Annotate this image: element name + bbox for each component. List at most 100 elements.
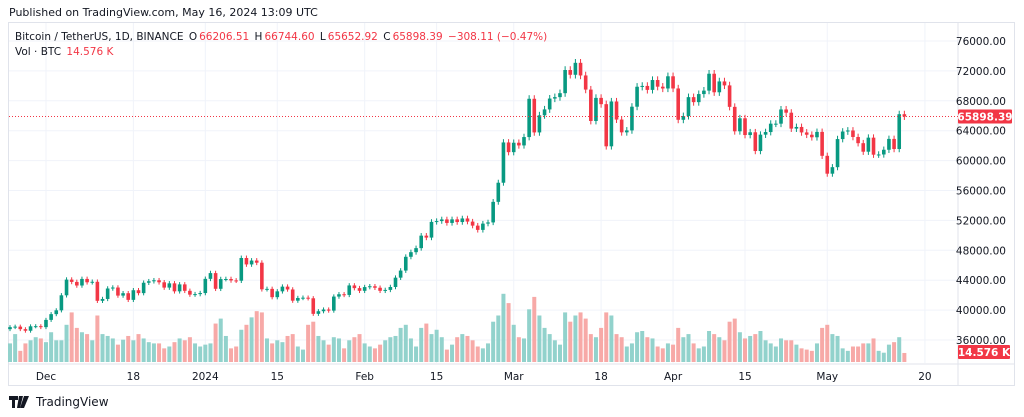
- volume-bar: [270, 343, 275, 362]
- volume-bar: [527, 309, 532, 362]
- candle-body: [306, 297, 310, 299]
- volume-bar: [177, 338, 182, 362]
- volume-bar: [331, 337, 336, 362]
- volume-bar: [593, 337, 598, 362]
- candle-body: [172, 283, 177, 292]
- volume-bar: [475, 346, 480, 362]
- price-tick-label: 48000.00: [956, 245, 1006, 257]
- candle-body: [126, 293, 131, 300]
- volume-bar: [439, 337, 444, 362]
- candle-body: [85, 278, 89, 283]
- volume-bar: [763, 340, 768, 362]
- candle-body: [768, 123, 773, 133]
- volume-bar: [835, 335, 840, 362]
- candle-body: [573, 62, 578, 75]
- candle-body: [239, 257, 244, 281]
- candle-body: [229, 279, 233, 281]
- volume-bar: [768, 343, 773, 362]
- volume-bar: [830, 334, 835, 362]
- volume-bar: [126, 335, 131, 362]
- volume-bar: [737, 332, 742, 362]
- time-tick-label: 15: [271, 371, 284, 383]
- volume-bar: [95, 315, 100, 362]
- candle-body: [774, 123, 778, 125]
- volume-bar: [100, 334, 105, 362]
- volume-bar: [450, 344, 455, 362]
- volume-label[interactable]: Vol · BTC: [15, 46, 62, 58]
- volume-bar: [758, 331, 763, 362]
- candle-body: [434, 221, 439, 223]
- volume-bar: [850, 346, 855, 362]
- volume-bar: [187, 337, 192, 362]
- volume-bar: [223, 335, 228, 362]
- volume-bar: [295, 346, 300, 362]
- chart-panel[interactable]: [8, 22, 1015, 386]
- volume-bar: [486, 343, 491, 362]
- price-tick-label: 72000.00: [956, 66, 1006, 78]
- candle-body: [383, 289, 388, 291]
- volume-bar: [79, 332, 84, 362]
- candle-body: [398, 270, 403, 278]
- symbol-title[interactable]: Bitcoin / TetherUS, 1D, BINANCE: [15, 31, 184, 43]
- candle-body: [892, 138, 896, 150]
- volume-bar: [650, 338, 655, 362]
- candle-body: [532, 98, 537, 133]
- candle-body: [316, 311, 321, 314]
- candle-body: [368, 286, 372, 288]
- candle-body: [33, 326, 38, 328]
- volume-bar: [33, 337, 38, 362]
- candle-body: [275, 291, 280, 298]
- candle-body: [13, 326, 17, 328]
- volume-bar: [321, 340, 326, 362]
- time-axis[interactable]: Dec 18 2024 15 Feb 15 Mar 18 Apr 15 May 20: [36, 371, 932, 383]
- volume-bar: [624, 346, 629, 362]
- candle-body: [141, 282, 146, 294]
- change-value: −308.11 (−0.47%): [448, 31, 548, 43]
- volume-bar: [342, 348, 347, 362]
- volume-bar: [28, 340, 33, 362]
- candle-body: [224, 279, 228, 281]
- candle-body: [660, 86, 665, 89]
- volume-bars: [8, 293, 907, 362]
- candle-body: [676, 88, 680, 120]
- volume-bar: [444, 349, 449, 362]
- volume-bar: [614, 334, 619, 362]
- candle-body: [90, 281, 95, 283]
- volume-bar: [542, 327, 547, 362]
- candle-body: [635, 86, 639, 107]
- volume-bar: [665, 343, 670, 362]
- candle-body: [455, 219, 459, 223]
- candle-body: [475, 225, 480, 230]
- candle-body: [39, 326, 43, 328]
- time-tick-label: 20: [918, 371, 931, 383]
- price-tick-label: 60000.00: [956, 156, 1006, 168]
- volume-bar: [460, 334, 465, 362]
- last-price-text: 65898.39: [957, 112, 1012, 124]
- volume-bar: [465, 335, 470, 362]
- candle-body: [655, 80, 660, 87]
- candle-body: [373, 286, 377, 288]
- volume-bar: [773, 346, 778, 362]
- candle-body: [419, 235, 423, 249]
- volume-bar: [347, 340, 352, 362]
- candle-body: [650, 80, 655, 90]
- volume-bar: [804, 349, 809, 362]
- candle-body: [105, 288, 110, 299]
- footer-brand[interactable]: TradingView: [9, 395, 109, 409]
- grid-lines: [9, 23, 1014, 385]
- candle-body: [121, 293, 125, 296]
- volume-bar: [840, 348, 845, 362]
- candle-body: [589, 89, 593, 121]
- candle-body: [553, 97, 557, 99]
- volume-bar: [383, 340, 388, 362]
- volume-bar: [794, 344, 799, 362]
- volume-bar: [599, 327, 604, 362]
- price-axis[interactable]: 76000.00 72000.00 68000.00 64000.00 60000.00…: [956, 36, 1006, 347]
- candle-body: [388, 287, 393, 290]
- volume-bar: [408, 338, 413, 362]
- candle-body: [429, 221, 434, 238]
- candle-body: [882, 149, 886, 155]
- candle-body: [296, 297, 300, 301]
- volume-bar: [172, 342, 177, 362]
